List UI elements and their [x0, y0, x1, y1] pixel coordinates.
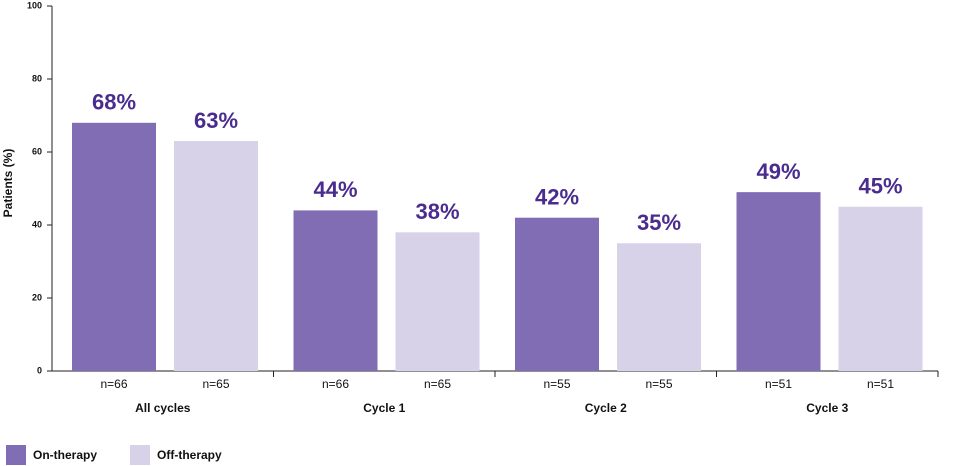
y-tick-label: 80: [32, 73, 42, 83]
bar: [838, 206, 923, 371]
sample-label: n=65: [202, 377, 229, 391]
y-tick-label: 100: [27, 0, 42, 10]
value-label: 38%: [415, 199, 459, 224]
value-label: 44%: [313, 177, 357, 202]
bar: [736, 192, 821, 371]
legend-swatch: [130, 445, 150, 465]
bar: [72, 122, 156, 371]
bar: [293, 210, 378, 371]
value-label: 68%: [92, 90, 136, 115]
y-tick-label: 0: [37, 365, 42, 375]
x-tick-label: All cycles: [135, 401, 191, 415]
sample-label: n=51: [765, 377, 792, 391]
value-label: 49%: [756, 159, 800, 184]
sample-label: n=51: [867, 377, 894, 391]
x-tick-label: Cycle 3: [806, 401, 848, 415]
legend-label: On-therapy: [33, 448, 97, 462]
sample-label: n=66: [322, 377, 349, 391]
y-tick-label: 40: [32, 219, 42, 229]
bar: [174, 141, 258, 371]
sample-label: n=55: [543, 377, 570, 391]
x-tick-label: Cycle 1: [363, 401, 405, 415]
legend-swatch: [6, 445, 26, 465]
sample-label: n=65: [424, 377, 451, 391]
sample-label: n=55: [645, 377, 672, 391]
bar: [617, 243, 701, 371]
legend-label: Off-therapy: [157, 448, 222, 462]
sample-label: n=66: [100, 377, 127, 391]
y-axis-label: Patients (%): [1, 149, 15, 218]
y-tick-label: 60: [32, 146, 42, 156]
value-label: 63%: [194, 108, 238, 133]
bar: [395, 232, 480, 371]
y-tick-label: 20: [32, 292, 42, 302]
value-label: 45%: [858, 174, 902, 199]
bar: [515, 217, 599, 371]
value-label: 35%: [637, 210, 681, 235]
value-label: 42%: [535, 185, 579, 210]
x-tick-label: Cycle 2: [585, 401, 627, 415]
